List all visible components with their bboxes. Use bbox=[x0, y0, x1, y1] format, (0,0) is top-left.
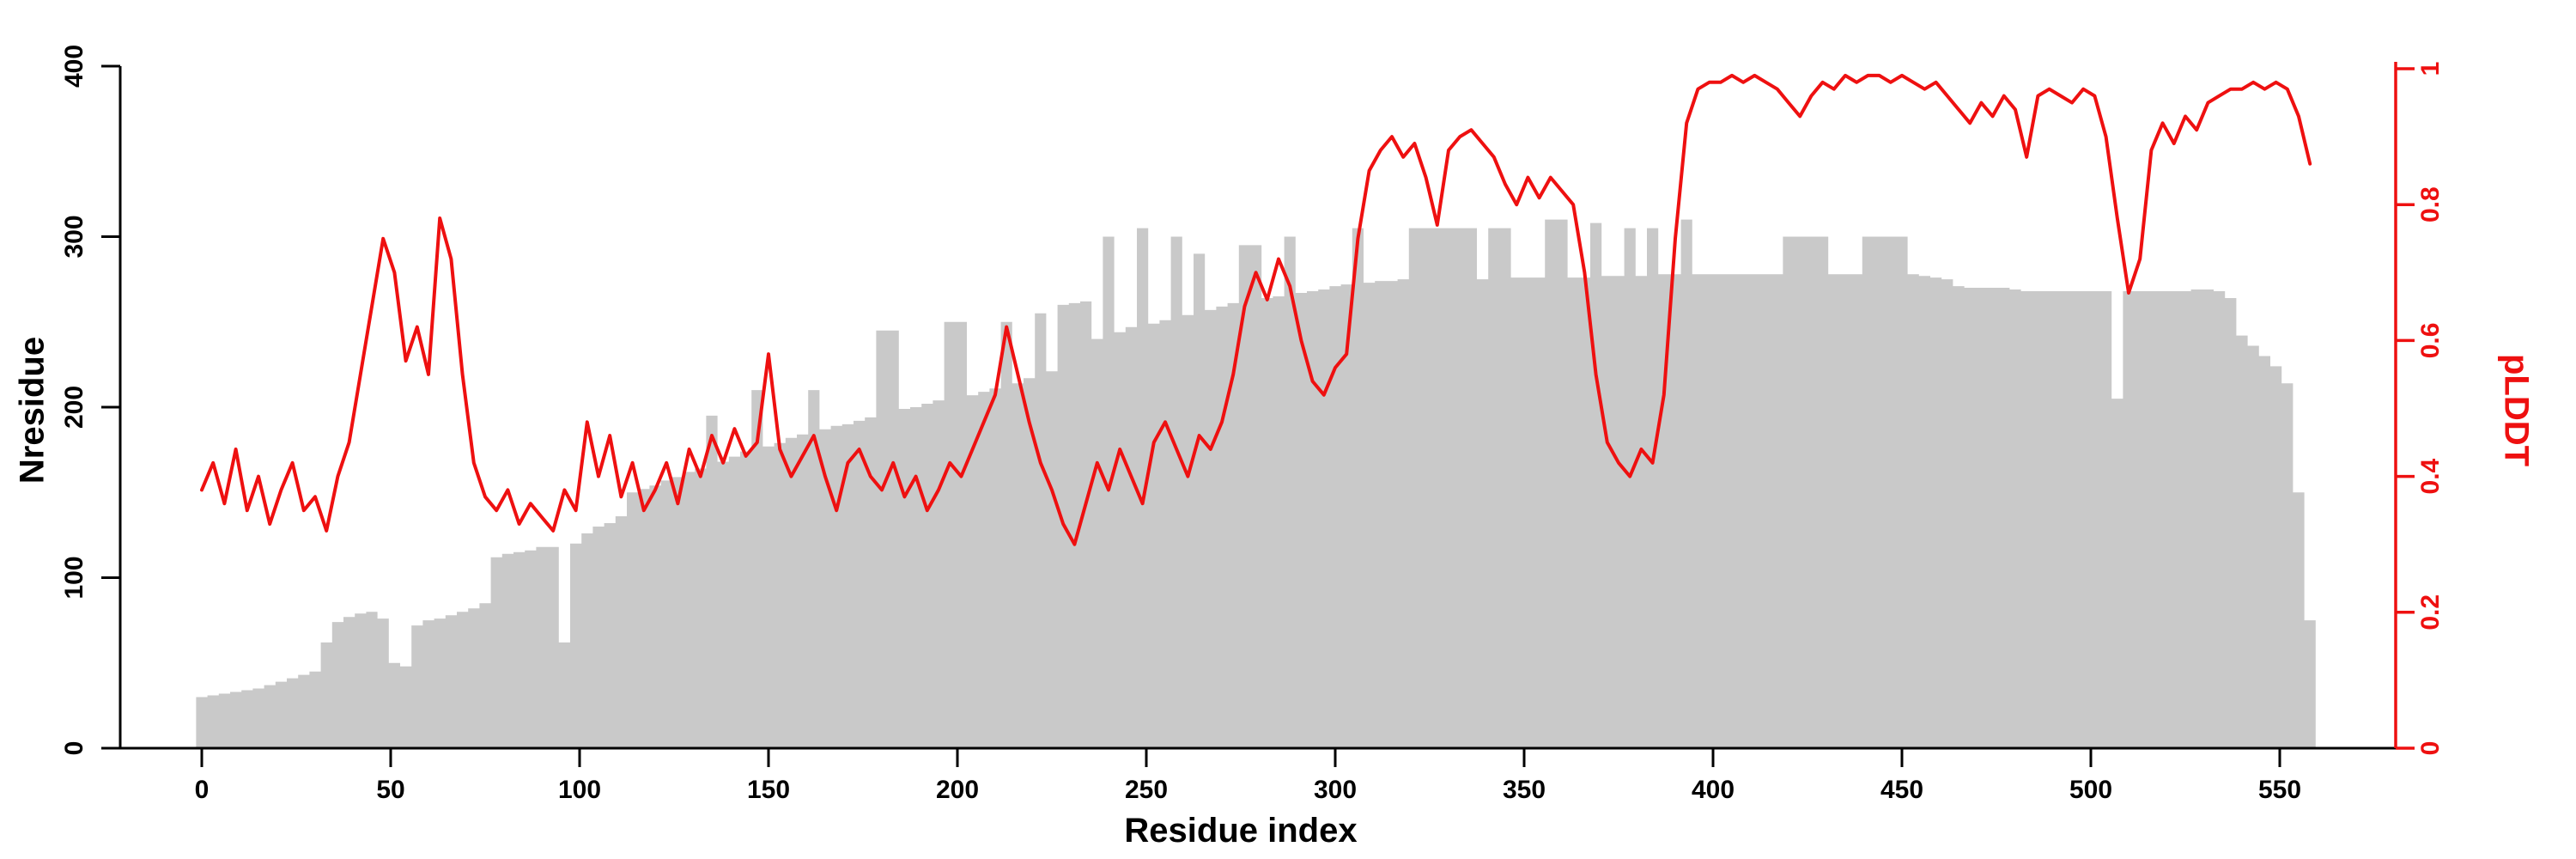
right-tick-label: 0.4 bbox=[2416, 458, 2445, 494]
right-tick-label: 0.8 bbox=[2416, 186, 2445, 222]
right-tick-label: 0 bbox=[2416, 741, 2445, 756]
x-tick-label: 300 bbox=[1314, 776, 1357, 804]
x-tick-label: 0 bbox=[195, 776, 210, 804]
right-tick-label: 0.2 bbox=[2416, 594, 2445, 631]
left-tick-label: 400 bbox=[60, 45, 88, 88]
left-tick-label: 300 bbox=[60, 215, 88, 258]
x-tick-label: 200 bbox=[936, 776, 979, 804]
x-tick-label: 50 bbox=[376, 776, 404, 804]
x-tick-label: 100 bbox=[558, 776, 601, 804]
x-tick-label: 350 bbox=[1503, 776, 1546, 804]
left-tick-label: 200 bbox=[60, 386, 88, 429]
nresidue-bars bbox=[196, 219, 2316, 749]
plddt-line bbox=[200, 73, 2312, 546]
y-axis-title-left: Nresidue bbox=[13, 336, 52, 484]
y-axis-title-right: pLDDT bbox=[2497, 353, 2536, 467]
left-tick-label: 100 bbox=[60, 556, 88, 599]
x-axis-title: Residue index bbox=[1124, 812, 1358, 850]
x-tick-label: 500 bbox=[2069, 776, 2112, 804]
x-tick-label: 400 bbox=[1692, 776, 1735, 804]
left-tick-label: 0 bbox=[60, 741, 88, 756]
x-tick-label: 250 bbox=[1125, 776, 1168, 804]
right-tick-label: 1 bbox=[2416, 62, 2445, 76]
right-tick-label: 0.6 bbox=[2416, 323, 2445, 359]
x-tick-label: 550 bbox=[2258, 776, 2301, 804]
x-tick-label: 150 bbox=[747, 776, 790, 804]
x-tick-label: 450 bbox=[1880, 776, 1923, 804]
